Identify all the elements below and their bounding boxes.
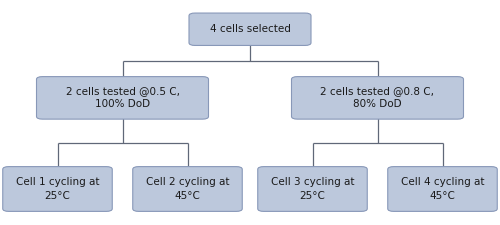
Text: Cell 3 cycling at
25°C: Cell 3 cycling at 25°C xyxy=(271,177,354,201)
FancyBboxPatch shape xyxy=(388,166,497,212)
FancyBboxPatch shape xyxy=(258,166,367,212)
Text: 4 cells selected: 4 cells selected xyxy=(210,24,290,34)
FancyBboxPatch shape xyxy=(189,13,311,45)
Text: 2 cells tested @0.5 C,
100% DoD: 2 cells tested @0.5 C, 100% DoD xyxy=(66,86,180,110)
FancyBboxPatch shape xyxy=(36,76,208,119)
Text: Cell 2 cycling at
45°C: Cell 2 cycling at 45°C xyxy=(146,177,229,201)
Text: Cell 1 cycling at
25°C: Cell 1 cycling at 25°C xyxy=(16,177,99,201)
FancyBboxPatch shape xyxy=(3,166,112,212)
FancyBboxPatch shape xyxy=(132,166,242,212)
Text: Cell 4 cycling at
45°C: Cell 4 cycling at 45°C xyxy=(401,177,484,201)
FancyBboxPatch shape xyxy=(292,76,464,119)
Text: 2 cells tested @0.8 C,
80% DoD: 2 cells tested @0.8 C, 80% DoD xyxy=(320,86,434,110)
